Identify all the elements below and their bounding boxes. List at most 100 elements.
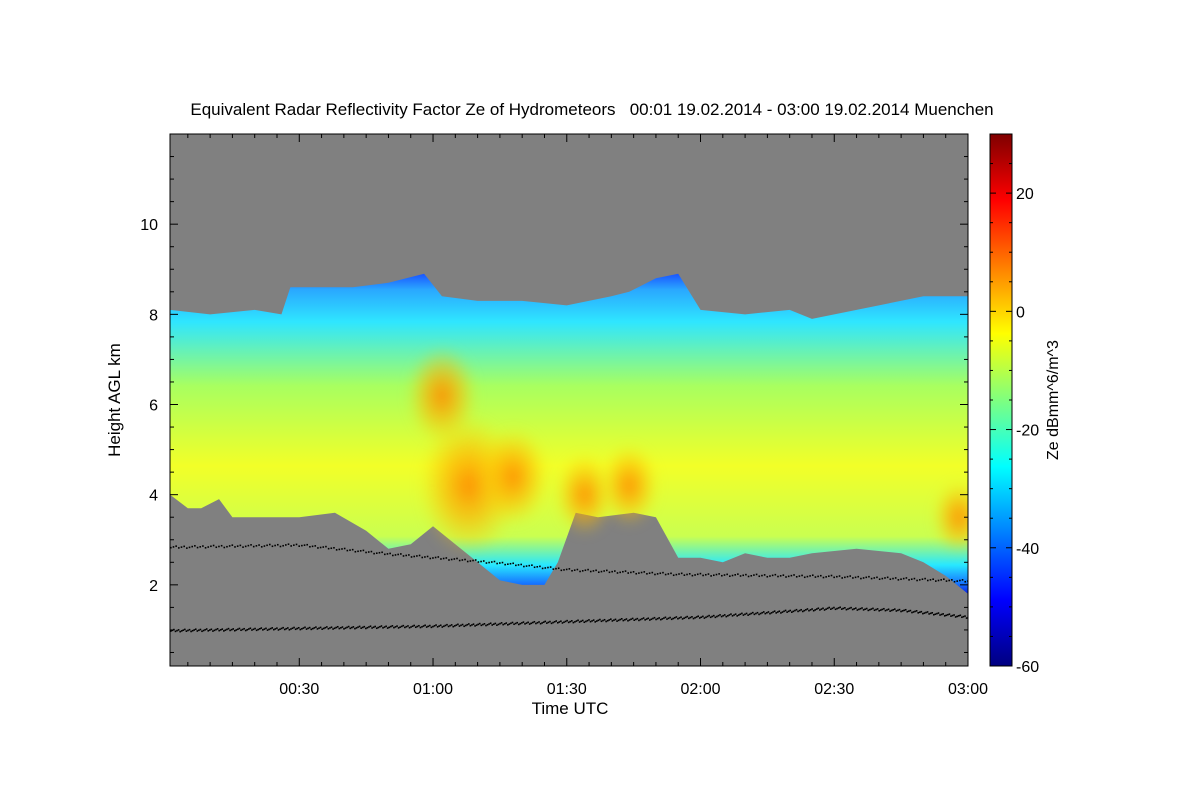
upper-layer-dot bbox=[362, 549, 365, 552]
upper-layer-dot bbox=[876, 576, 878, 579]
chart-title: Equivalent Radar Reflectivity Factor Ze … bbox=[190, 100, 993, 119]
upper-layer-dot bbox=[266, 544, 268, 547]
lower-layer-dot bbox=[199, 628, 202, 631]
lower-layer-dot bbox=[733, 614, 735, 616]
upper-layer-dot bbox=[170, 546, 172, 549]
lower-layer-dot bbox=[358, 625, 361, 628]
upper-layer-dot bbox=[541, 567, 544, 570]
upper-layer-dot bbox=[464, 558, 466, 561]
upper-layer-dot bbox=[383, 553, 386, 556]
x-tick-label: 00:30 bbox=[279, 681, 319, 698]
lower-layer-dot bbox=[577, 619, 579, 622]
lower-layer-dot bbox=[630, 618, 632, 621]
lower-layer-dot bbox=[205, 628, 208, 630]
lower-layer-dot bbox=[616, 620, 618, 622]
lower-layer-dot bbox=[379, 625, 381, 628]
lower-layer-dot bbox=[271, 627, 274, 629]
upper-layer-dot bbox=[785, 576, 787, 578]
upper-layer-dot bbox=[346, 549, 349, 552]
lower-layer-dot bbox=[530, 622, 533, 625]
lower-layer-dot bbox=[633, 619, 636, 621]
lower-layer-dot bbox=[917, 612, 920, 614]
lower-layer-dot bbox=[689, 616, 692, 619]
upper-layer-dot bbox=[614, 570, 616, 572]
lower-layer-dot bbox=[870, 608, 873, 610]
lower-layer-dot bbox=[508, 623, 511, 625]
lower-layer-dot bbox=[683, 617, 685, 619]
upper-layer-dot bbox=[268, 543, 271, 546]
upper-layer-dot bbox=[576, 568, 579, 571]
lower-layer-dot bbox=[795, 608, 798, 611]
lower-layer-dot bbox=[666, 618, 668, 620]
upper-layer-dot bbox=[236, 545, 239, 547]
lower-layer-dot bbox=[610, 618, 612, 620]
lower-layer-dot bbox=[201, 630, 203, 633]
lower-layer-dot bbox=[193, 629, 196, 631]
lower-layer-dot bbox=[929, 612, 932, 615]
lower-layer-dot bbox=[499, 622, 501, 625]
upper-layer-dot bbox=[737, 573, 739, 575]
lower-layer-dot bbox=[301, 628, 303, 630]
lower-layer-dot bbox=[525, 622, 528, 624]
lower-layer-dot bbox=[688, 617, 690, 620]
lower-layer-dot bbox=[656, 617, 659, 620]
lower-layer-dot bbox=[402, 624, 405, 627]
upper-layer-dot bbox=[571, 569, 573, 572]
upper-layer-dot bbox=[763, 574, 766, 576]
upper-layer-dot bbox=[271, 545, 274, 548]
upper-layer-dot bbox=[183, 545, 185, 548]
lower-layer-dot bbox=[853, 608, 856, 610]
lower-layer-dot bbox=[388, 626, 391, 629]
upper-layer-dot bbox=[394, 554, 397, 556]
upper-layer-dot bbox=[418, 554, 421, 557]
upper-layer-dot bbox=[231, 544, 234, 546]
upper-layer-dot bbox=[378, 551, 381, 554]
x-tick-label: 02:00 bbox=[680, 681, 720, 698]
colorbar-tick-label: -40 bbox=[1016, 541, 1039, 558]
lower-layer-dot bbox=[933, 613, 935, 616]
lower-layer-dot bbox=[343, 628, 345, 630]
upper-layer-dot bbox=[873, 577, 876, 579]
upper-layer-dot bbox=[424, 556, 426, 558]
upper-layer-dot bbox=[726, 573, 728, 576]
lower-layer-dot bbox=[283, 628, 286, 631]
lower-layer-dot bbox=[179, 630, 181, 633]
lower-layer-dot bbox=[488, 623, 490, 625]
lower-layer-dot bbox=[628, 619, 631, 621]
lower-layer-dot bbox=[620, 618, 623, 620]
lower-layer-dot bbox=[602, 619, 604, 622]
lower-layer-dot bbox=[614, 618, 617, 621]
lower-layer-dot bbox=[329, 627, 331, 629]
y-axis: 2 4 6 8 10 bbox=[140, 156, 968, 653]
upper-layer-dot bbox=[897, 579, 900, 581]
upper-layer-dot bbox=[426, 555, 429, 558]
lower-layer-dot bbox=[310, 628, 313, 631]
upper-layer-dot bbox=[445, 557, 448, 559]
lower-layer-dot bbox=[812, 609, 815, 612]
lower-layer-dot bbox=[368, 626, 370, 628]
lower-layer-dot bbox=[176, 629, 178, 632]
lower-layer-dot bbox=[535, 622, 537, 625]
upper-layer-dot bbox=[555, 567, 557, 570]
lower-layer-dot bbox=[397, 627, 400, 629]
lower-layer-dot bbox=[588, 619, 590, 621]
lower-layer-dot bbox=[265, 627, 267, 630]
lower-layer-dot bbox=[708, 614, 710, 617]
upper-layer-dot bbox=[664, 573, 667, 576]
lower-layer-dot bbox=[542, 621, 545, 623]
lower-layer-dot bbox=[806, 608, 809, 610]
upper-layer-dot bbox=[525, 565, 528, 567]
lower-layer-dot bbox=[468, 623, 470, 625]
upper-layer-dot bbox=[252, 545, 255, 548]
lower-layer-dot bbox=[847, 608, 849, 610]
upper-layer-dot bbox=[330, 547, 333, 550]
lower-layer-dot bbox=[430, 626, 433, 629]
upper-layer-dot bbox=[600, 570, 603, 573]
lower-layer-dot bbox=[940, 613, 943, 616]
lower-layer-dot bbox=[703, 617, 706, 619]
lower-layer-dot bbox=[486, 623, 489, 626]
lower-layer-dot bbox=[861, 607, 863, 609]
lower-layer-dot bbox=[483, 622, 486, 625]
upper-layer-dot bbox=[608, 571, 611, 574]
lower-layer-dot bbox=[859, 607, 862, 610]
